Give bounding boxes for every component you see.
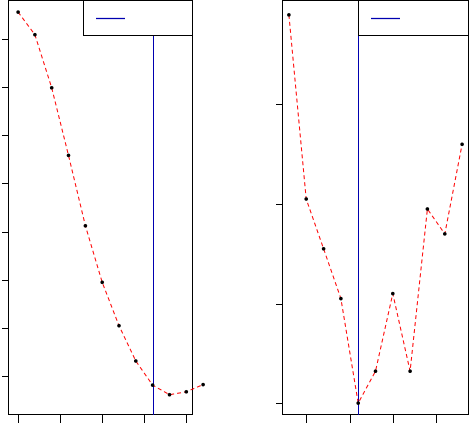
data-point [287, 13, 291, 17]
data-point [304, 197, 309, 201]
data-point [390, 291, 395, 296]
series-line [288, 14, 463, 405]
data-point [184, 389, 189, 394]
data-point [83, 223, 88, 228]
data-point [16, 10, 20, 14]
right-panel [276, 0, 469, 423]
left-panel [2, 0, 205, 423]
plot-frame [282, 0, 469, 415]
data-point [442, 232, 447, 236]
data-point [339, 296, 343, 301]
data-point [425, 207, 430, 211]
data-point [49, 85, 54, 90]
data-point [373, 369, 378, 374]
data-point [66, 153, 71, 158]
data-point [321, 246, 326, 251]
data-point [356, 401, 361, 405]
data-point [33, 32, 37, 37]
data-point [460, 142, 464, 147]
data-point [100, 280, 105, 285]
series-line [17, 11, 204, 396]
data-point [117, 323, 121, 328]
data-point [133, 359, 138, 363]
data-point [408, 369, 412, 374]
data-point [201, 382, 205, 387]
data-point [167, 392, 172, 397]
plot-frame [8, 0, 193, 415]
data-point [150, 383, 155, 387]
